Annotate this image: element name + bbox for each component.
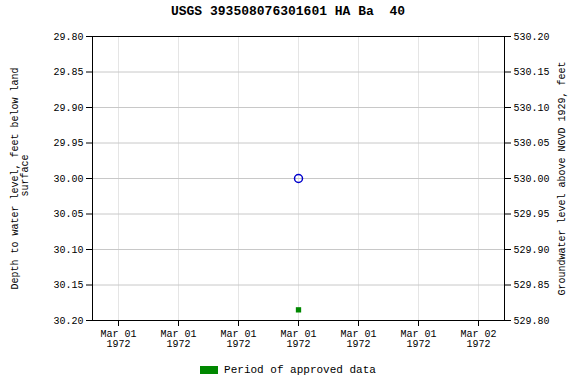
svg-text:Mar 011972: Mar 011972: [400, 329, 436, 350]
svg-text:29.95: 29.95: [53, 138, 83, 149]
svg-text:30.00: 30.00: [53, 174, 83, 185]
svg-text:29.90: 29.90: [53, 103, 83, 114]
svg-text:530.00: 530.00: [514, 174, 550, 185]
svg-text:530.15: 530.15: [514, 67, 550, 78]
svg-text:530.20: 530.20: [514, 32, 550, 43]
html-text:Period of approved data: Period of approved data: [224, 364, 376, 376]
svg-text:Mar 011972: Mar 011972: [220, 329, 256, 350]
svg-text:Mar 011972: Mar 011972: [160, 329, 196, 350]
svg-text:529.90: 529.90: [514, 245, 550, 256]
svg-text:30.20: 30.20: [53, 316, 83, 327]
svg-text:Mar 021972: Mar 021972: [460, 329, 496, 350]
svg-text:529.85: 529.85: [514, 280, 550, 291]
svg-text:30.05: 30.05: [53, 209, 83, 220]
svg-text:29.85: 29.85: [53, 67, 83, 78]
svg-text:29.80: 29.80: [53, 32, 83, 43]
svg-text:529.80: 529.80: [514, 316, 550, 327]
svg-text:30.10: 30.10: [53, 245, 83, 256]
svg-text:530.10: 530.10: [514, 103, 550, 114]
html-text:USGS 393508076301601 HA Ba 40: USGS 393508076301601 HA Ba 40: [171, 4, 405, 19]
svg-text:30.15: 30.15: [53, 280, 83, 291]
svg-text:Mar 011972: Mar 011972: [340, 329, 376, 350]
svg-text:Depth to water level, feet bel: Depth to water level, feet below land su…: [10, 67, 31, 289]
svg-text:Groundwater level above NGVD 1: Groundwater level above NGVD 1929, feet: [557, 61, 568, 295]
svg-text:529.95: 529.95: [514, 209, 550, 220]
svg-text:Mar 011972: Mar 011972: [100, 329, 136, 350]
svg-text:530.05: 530.05: [514, 138, 550, 149]
svg-text:Mar 011972: Mar 011972: [280, 329, 316, 350]
